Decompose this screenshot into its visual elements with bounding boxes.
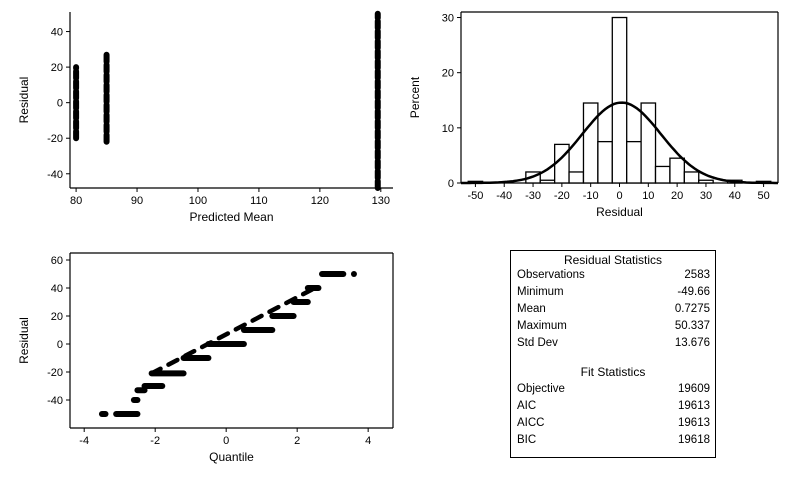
fit-stat-label: Objective: [517, 383, 565, 395]
p1-y-tick-label: 40: [51, 27, 63, 39]
p3-y-tick-label: 0: [57, 339, 63, 351]
p2-x-tick-label: 20: [671, 190, 683, 202]
residual-statistics-title: Residual Statistics: [563, 253, 663, 267]
p2-x-tick-label: -20: [554, 190, 570, 202]
fit-stat-value: 19613: [678, 417, 710, 429]
residual-stat-row: Observations 2583: [511, 267, 715, 284]
histogram-bar: [698, 179, 714, 184]
p1-x-tick-label: 80: [70, 195, 82, 207]
p2-y-axis-label: Percent: [408, 76, 422, 118]
p3-y-tick-label: -20: [47, 367, 63, 379]
p3-x-tick-label: -4: [79, 435, 89, 447]
histogram-bar: [626, 140, 642, 184]
p1-y-axis-label: Residual: [17, 77, 31, 124]
p1-x-tick-label: 110: [250, 195, 268, 207]
residual-stat-label: Mean: [517, 303, 546, 315]
residual-stat-row: Mean 0.7275: [511, 301, 715, 318]
residual-vs-predicted-panel: 80 90 100 110 120 130 -40 -20 0 20 40 Predicted Mea…: [17, 10, 393, 224]
residual-stat-value: -49.66: [677, 286, 710, 298]
p1-y-tick-label: 20: [51, 62, 63, 74]
p1-x-tick-label: 100: [189, 195, 207, 207]
p1-x-tick-label: 130: [372, 195, 390, 207]
p1-y-tick-label: -20: [47, 133, 63, 145]
residual-stat-label: Minimum: [517, 286, 564, 298]
fit-statistics-title: Fit Statistics: [580, 365, 646, 379]
p2-x-tick-label: 10: [642, 190, 654, 202]
histogram-bar: [539, 179, 556, 184]
histogram-bar: [654, 165, 671, 184]
fit-stat-value: 19613: [678, 400, 710, 412]
p2-y-tick-label: 30: [442, 13, 454, 25]
histogram-bar: [597, 140, 613, 184]
residual-stat-row: Std Dev 13.676: [511, 335, 715, 352]
histogram-bar: [669, 157, 685, 184]
p2-x-tick-label: 40: [729, 190, 741, 202]
p3-x-tick-label: -2: [150, 435, 160, 447]
p2-x-tick-label: -10: [583, 190, 599, 202]
p3-y-axis-label: Residual: [17, 317, 31, 364]
residual-stat-row: Minimum -49.66: [511, 284, 715, 301]
p1-x-axis-label: Predicted Mean: [189, 210, 273, 224]
p1-x-tick-label: 120: [311, 195, 329, 207]
quantile-points-trend: [149, 285, 318, 376]
p2-x-tick-label: -30: [525, 190, 541, 202]
normal-density-curve: [461, 101, 778, 185]
p3-y-tick-label: 20: [51, 311, 63, 323]
p3-x-tick-label: 4: [365, 435, 371, 447]
p2-y-tick-label: 20: [442, 68, 454, 80]
residual-stat-value: 13.676: [674, 337, 710, 349]
p3-y-tick-label: -40: [47, 395, 63, 407]
p1-y-tick-label: -40: [47, 169, 63, 181]
p2-y-tick-label: 0: [448, 178, 454, 190]
residual-stat-value: 2583: [684, 269, 710, 281]
residual-stat-label: Maximum: [517, 320, 567, 332]
p2-x-tick-label: 50: [757, 190, 769, 202]
fit-stat-label: AIC: [517, 400, 537, 412]
fit-stat-row: AICC 19613: [511, 415, 715, 432]
p2-x-tick-label: 30: [700, 190, 712, 202]
fit-statistics-table: Objective 19609 AIC 19613 AICC 19613 BIC 19618: [511, 381, 715, 449]
p1-y-tick-label: 0: [57, 98, 63, 110]
p3-x-axis-label: Quantile: [209, 450, 254, 464]
statistics-panel: Residual Statistics Observations 2583 Mini…: [510, 250, 716, 458]
p3-y-tick-label: 60: [51, 255, 63, 267]
p3-x-tick-label: 0: [223, 435, 229, 447]
histogram-bar: [683, 171, 700, 184]
fit-stat-row: Objective 19609: [511, 381, 715, 398]
histogram-bar: [611, 16, 628, 184]
p2-x-tick-label: -40: [496, 190, 512, 202]
fit-stat-row: AIC 19613: [511, 398, 715, 415]
residual-stat-label: Std Dev: [517, 337, 558, 349]
residual-histogram-panel: -50 -40 -30 -20 -10 0 10 20 30 40 50 0 10 20 30 Residua…: [408, 11, 779, 219]
fit-stat-value: 19609: [678, 383, 710, 395]
p2-x-axis-label: Residual: [596, 205, 643, 219]
p2-y-tick-label: 10: [442, 123, 454, 135]
fit-stat-row: BIC 19618: [511, 432, 715, 449]
fit-stat-value: 19618: [678, 434, 710, 446]
residual-stat-row: Maximum 50.337: [511, 318, 715, 335]
p3-y-tick-label: 40: [51, 283, 63, 295]
p2-x-tick-label: 0: [616, 190, 622, 202]
histogram-bar: [582, 102, 599, 184]
residual-stat-label: Observations: [517, 269, 585, 281]
residual-stat-value: 0.7275: [674, 303, 710, 315]
p1-x-tick-label: 90: [131, 195, 143, 207]
p3-x-tick-label: 2: [294, 435, 300, 447]
fit-stat-label: AICC: [517, 417, 545, 429]
fit-stat-label: BIC: [517, 434, 537, 446]
histogram-bar: [568, 171, 585, 184]
residual-stat-value: 50.337: [674, 320, 710, 332]
p2-x-tick-label: -50: [467, 190, 483, 202]
residual-statistics-table: Observations 2583 Minimum -49.66 Mean 0.7275 M…: [511, 267, 715, 352]
